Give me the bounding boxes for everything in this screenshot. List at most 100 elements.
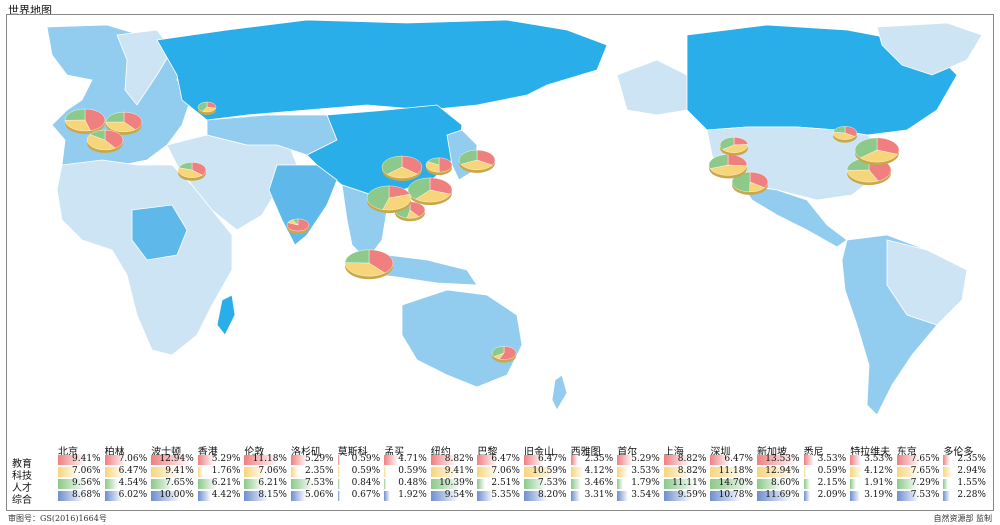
cell-value: 14.70% (718, 478, 753, 488)
pie-slice (177, 167, 203, 178)
cell-value: 9.41% (165, 466, 194, 476)
row-label-tech: 科技 (12, 471, 32, 482)
cell-bar (337, 455, 340, 465)
table-cell: 6.02% (104, 490, 150, 501)
cell-value: 8.20% (538, 490, 567, 500)
cell-value: 4.71% (398, 454, 427, 464)
table-cell: 0.48% (384, 478, 429, 489)
pie-slice (344, 249, 370, 264)
cell-value: 5.29% (211, 454, 241, 464)
table-cell: 5.06% (291, 490, 336, 501)
cell-value: 11.18% (718, 466, 753, 476)
table-cell: 10.78% (710, 490, 755, 501)
city-header: 特拉维夫 (850, 447, 891, 458)
table-cell: 8.60% (757, 478, 802, 489)
table-cell: 4.42% (197, 490, 243, 501)
cell-bar (524, 467, 556, 477)
cell-value: 7.06% (491, 466, 520, 476)
cell-bar (477, 479, 485, 489)
cell-bar (58, 479, 87, 489)
cell-bar (104, 467, 124, 477)
cell-bar (896, 467, 920, 477)
cell-bar (617, 491, 628, 501)
table-cell: 1.91% (850, 478, 895, 489)
cell-value: 9.56% (72, 478, 101, 488)
cell-bar (524, 479, 547, 489)
cell-bar (570, 491, 581, 501)
cell-bar (104, 479, 119, 489)
cell-value: 6.47% (118, 466, 148, 476)
table-cell: 4.12% (850, 466, 895, 477)
table-cell: 4.54% (104, 478, 150, 489)
cell-value: 6.21% (211, 478, 241, 488)
cell-value: 3.53% (817, 454, 847, 464)
cell-bar (151, 491, 181, 501)
city-header: 首尔 (617, 447, 638, 458)
cell-bar (337, 479, 341, 489)
cell-value: 0.67% (351, 490, 381, 500)
cell-bar (570, 479, 581, 489)
city-header: 上海 (663, 447, 684, 458)
pie-slice (722, 144, 749, 153)
cell-value: 4.12% (584, 466, 614, 476)
supervisor-note: 自然资源部 监制 (933, 514, 992, 523)
cell-bar (58, 455, 86, 465)
table-cell: 7.53% (896, 490, 942, 501)
cell-value: 4.12% (864, 466, 893, 476)
cell-bar (850, 467, 863, 477)
cell-bar (197, 467, 204, 477)
pie-layer (64, 101, 900, 363)
pie-slice (832, 131, 856, 140)
cell-value: 11.18% (252, 454, 287, 464)
table-cell: 14.70% (710, 478, 755, 489)
cell-value: 0.59% (351, 466, 381, 476)
cell-bar (757, 455, 798, 465)
cell-value: 2.09% (817, 490, 847, 500)
city-header: 莫斯科 (337, 447, 368, 458)
cell-value: 7.65% (165, 478, 194, 488)
table-cell: 8.15% (244, 490, 289, 501)
cell-value: 7.65% (910, 454, 940, 464)
table-cell: 8.68% (58, 490, 103, 501)
cell-value: 2.35% (957, 454, 986, 464)
pie-slice (499, 346, 517, 360)
table-cell: 9.59% (663, 490, 709, 501)
cell-value: 7.53% (538, 478, 567, 488)
pie-slice (854, 137, 878, 159)
cell-bar (943, 455, 951, 465)
cell-value: 6.47% (491, 454, 520, 464)
table-cell: 7.65% (151, 478, 196, 489)
cell-value: 11.11% (672, 478, 707, 488)
table-cell: 0.59% (384, 466, 429, 477)
cell-bar (803, 455, 815, 465)
approval-number: 审图号：GS(2016)1664号 (8, 514, 107, 523)
table-cell: 11.11% (663, 478, 709, 489)
pie-slice (709, 164, 748, 176)
pie-slice (123, 111, 143, 130)
table-cell: 2.94% (943, 466, 988, 477)
cell-bar (244, 455, 278, 465)
table-cell: 7.65% (896, 466, 942, 477)
city-header: 深圳 (710, 447, 731, 458)
cell-bar (757, 467, 796, 477)
table-cell: 0.59% (337, 454, 383, 465)
cell-value: 5.35% (491, 490, 520, 500)
region-africa-central (131, 204, 188, 261)
region-madagascar (216, 294, 236, 336)
pie-slice (191, 162, 207, 176)
cell-value: 8.82% (677, 466, 707, 476)
cell-value: 5.06% (305, 490, 334, 500)
pie-slice (708, 154, 729, 169)
pie-slice (460, 159, 493, 171)
table-cell: 7.29% (896, 478, 942, 489)
cell-bar (477, 467, 499, 477)
cell-value: 0.48% (398, 478, 427, 488)
pie-slice (832, 126, 846, 134)
pie-slice (438, 157, 453, 173)
cell-bar (197, 479, 217, 489)
table-cell: 13.53% (757, 454, 802, 465)
cell-value: 7.06% (258, 466, 287, 476)
cell-value: 1.76% (211, 466, 241, 476)
city-header: 香港 (197, 447, 218, 458)
cell-value: 12.94% (765, 466, 800, 476)
